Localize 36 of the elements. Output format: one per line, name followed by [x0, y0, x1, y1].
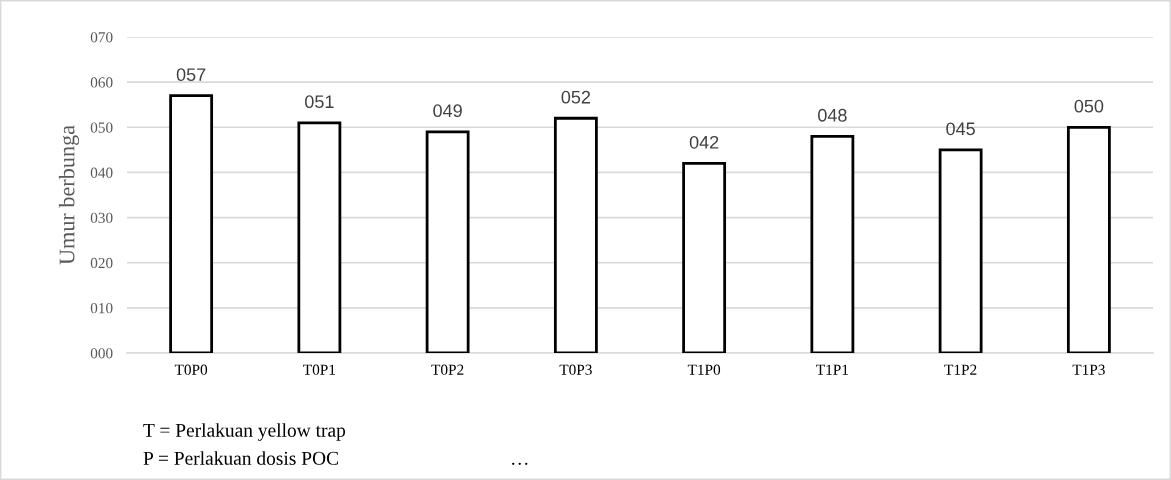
- bar: [1066, 125, 1111, 353]
- data-label: 049: [433, 104, 462, 118]
- x-tick-label: T0P0: [174, 364, 208, 375]
- bar: [169, 94, 214, 353]
- y-tick-label: 060: [90, 77, 113, 88]
- bar: [682, 162, 727, 353]
- y-tick-label: 030: [90, 212, 113, 224]
- y-tick-label: 000: [90, 348, 113, 359]
- x-tick-label: T1P2: [944, 364, 977, 375]
- y-tick-label: 040: [90, 167, 113, 178]
- bar: [297, 121, 342, 353]
- text: T = Perlakuan yellow trap: [143, 423, 346, 441]
- y-tick-label: 010: [90, 303, 113, 314]
- text: …: [512, 462, 528, 465]
- data-label: 045: [946, 122, 975, 136]
- x-tick-label: T1P0: [687, 364, 721, 375]
- text: P = Perlakuan dosis POC: [143, 451, 338, 465]
- y-tick-label: 070: [90, 32, 113, 43]
- x-tick-label: T1P3: [1072, 364, 1105, 375]
- data-label: 042: [689, 135, 719, 149]
- y-axis-title: Umur berbunga: [58, 125, 80, 265]
- x-tick-label: T0P3: [559, 364, 592, 375]
- bar: [938, 148, 983, 353]
- x-tick-label: T0P2: [431, 364, 464, 375]
- data-label: 050: [1074, 99, 1104, 113]
- x-tick-label: T0P1: [303, 364, 336, 375]
- data-label: 052: [561, 90, 591, 104]
- x-tick-label: T1P1: [816, 364, 849, 375]
- y-tick-label: 020: [90, 257, 113, 269]
- data-label: 048: [818, 108, 847, 122]
- bar: [553, 116, 598, 353]
- data-label: 051: [305, 95, 334, 109]
- data-label: 057: [176, 68, 206, 82]
- y-tick-label: 050: [90, 122, 113, 133]
- bar: [810, 134, 855, 353]
- bar: [425, 130, 470, 353]
